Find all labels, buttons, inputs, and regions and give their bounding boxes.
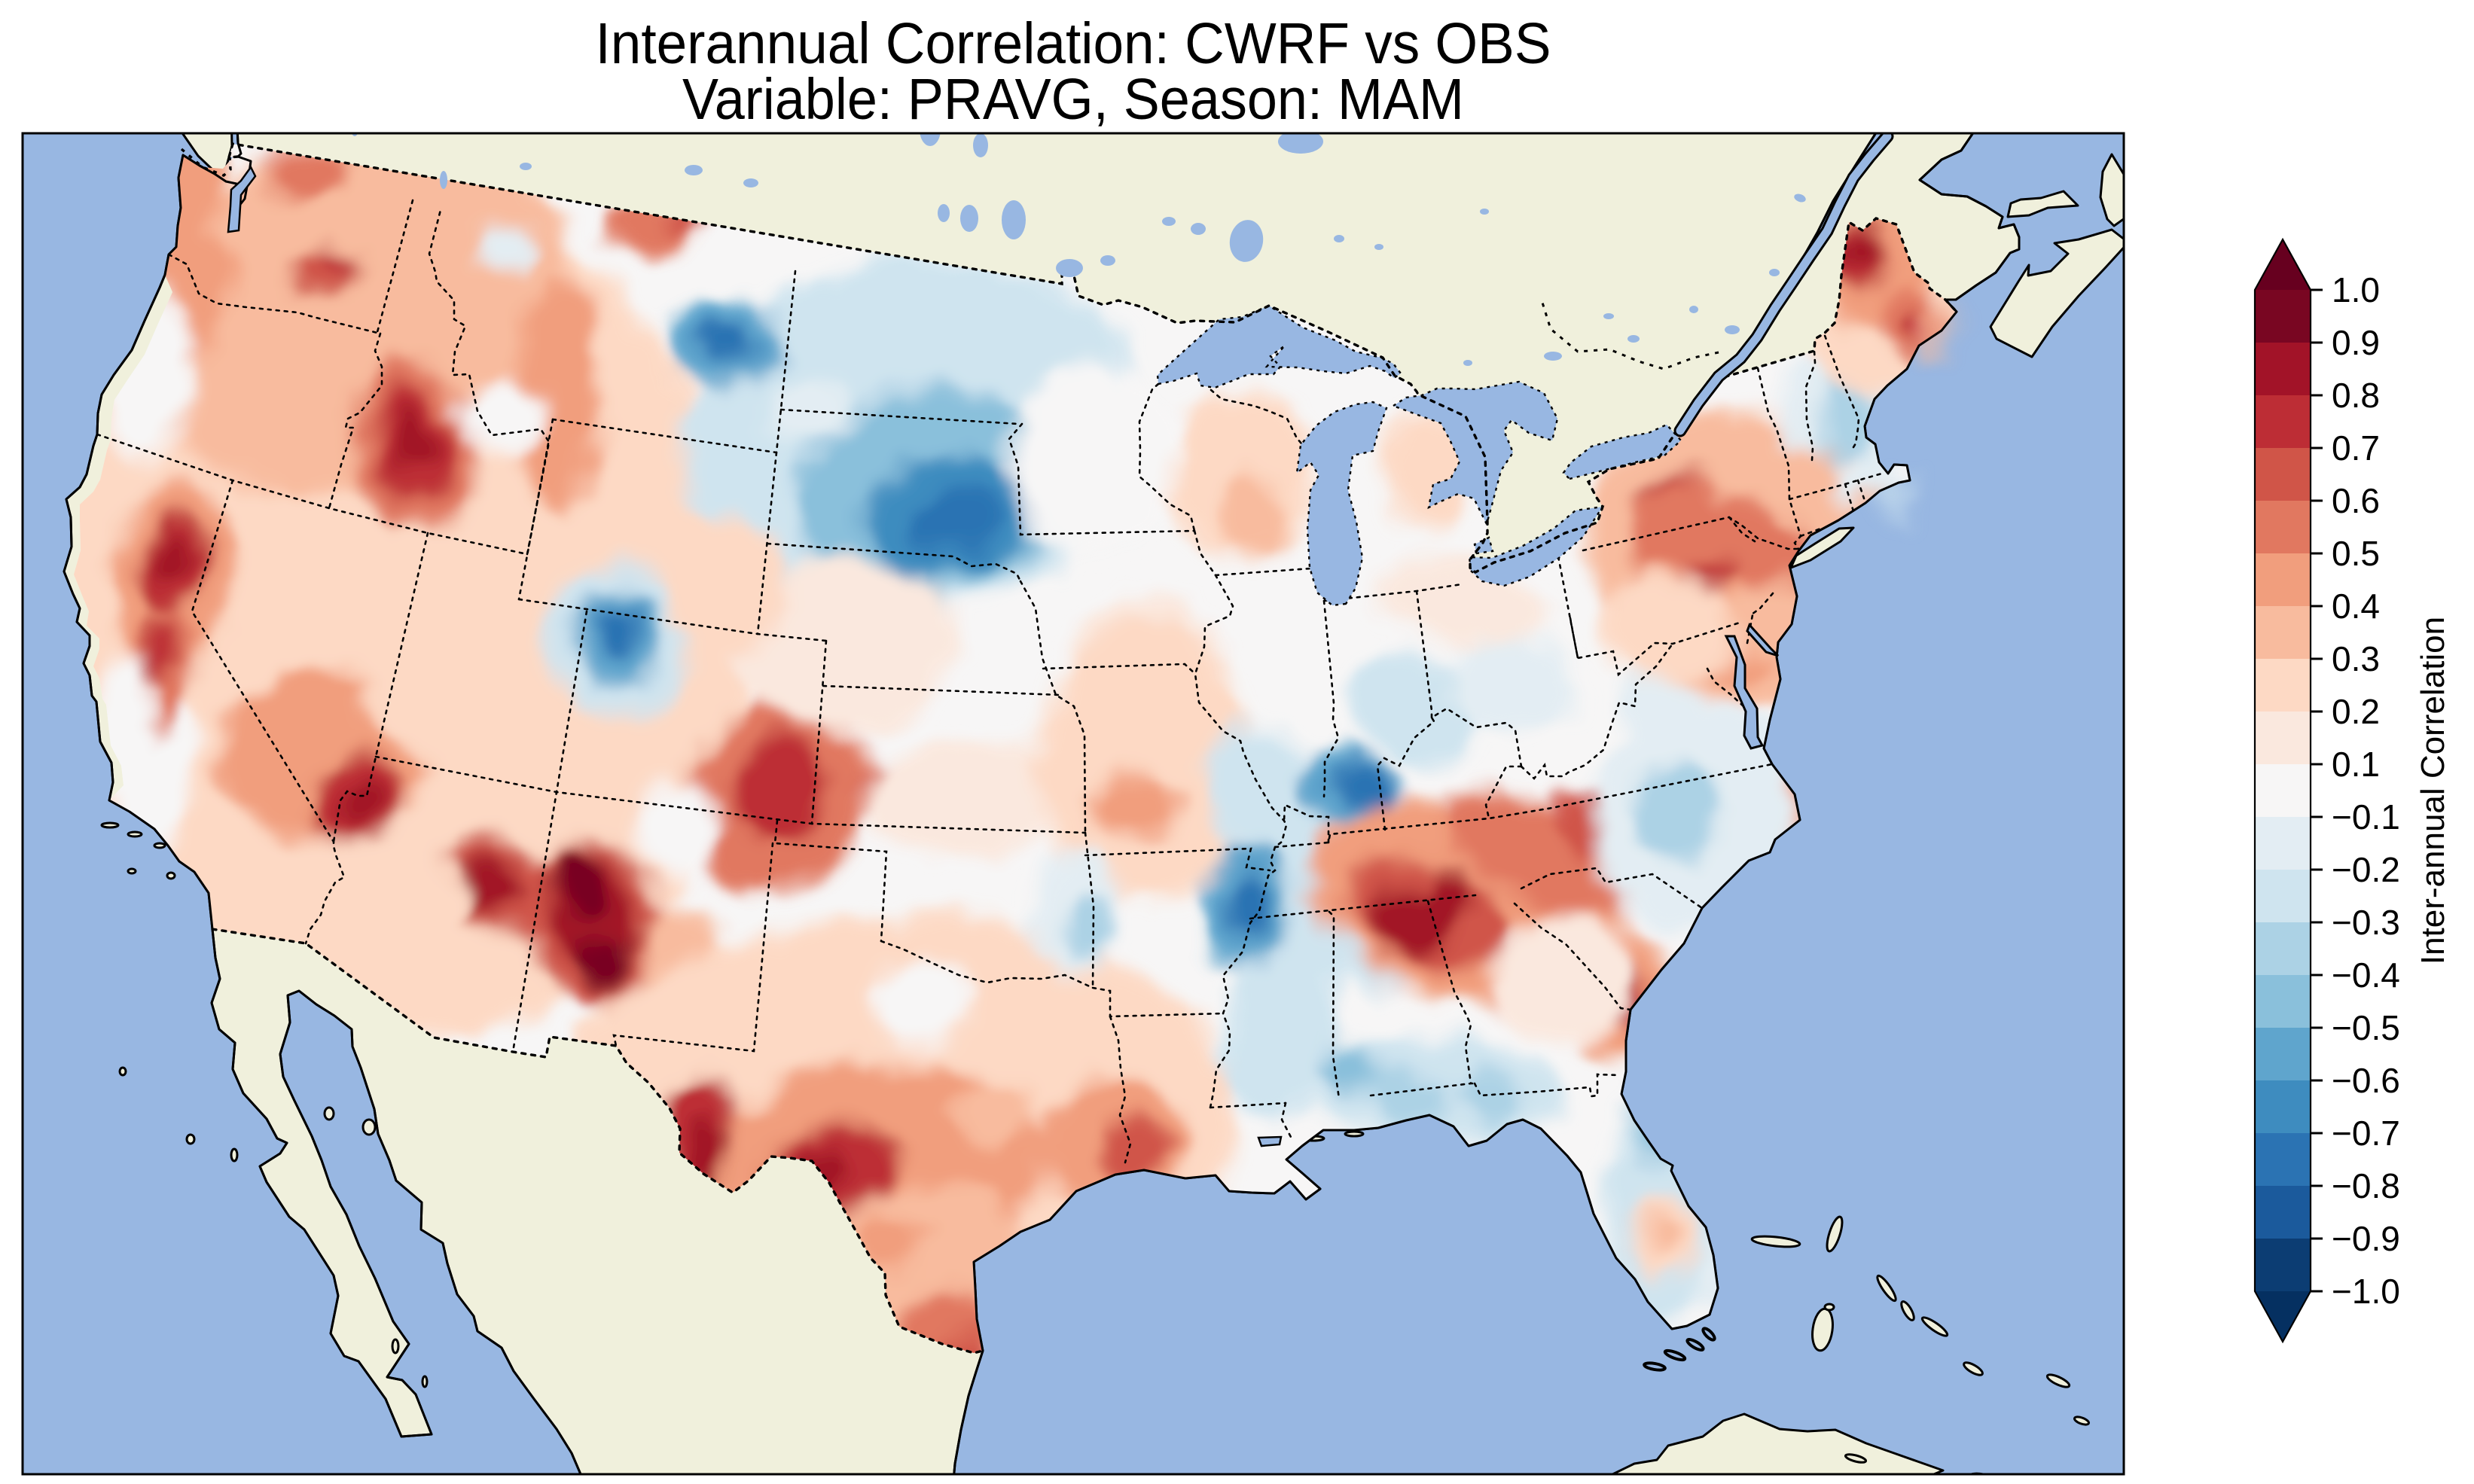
svg-text:0.5: 0.5 <box>2332 534 2380 573</box>
svg-text:0.4: 0.4 <box>2332 587 2380 626</box>
svg-text:0.2: 0.2 <box>2332 692 2380 731</box>
svg-text:0.9: 0.9 <box>2332 323 2380 362</box>
svg-text:−0.5: −0.5 <box>2332 1008 2400 1047</box>
svg-text:−0.8: −0.8 <box>2332 1166 2400 1205</box>
svg-text:−1.0: −1.0 <box>2332 1272 2400 1311</box>
svg-text:0.8: 0.8 <box>2332 376 2380 415</box>
svg-text:−0.2: −0.2 <box>2332 850 2400 889</box>
svg-text:0.7: 0.7 <box>2332 428 2380 468</box>
svg-text:Interannual Correlation: CWRF: Interannual Correlation: CWRF vs OBS <box>596 11 1551 76</box>
svg-text:−0.4: −0.4 <box>2332 955 2400 995</box>
svg-text:Inter-annual Correlation: Inter-annual Correlation <box>2415 617 2451 964</box>
svg-text:−0.9: −0.9 <box>2332 1219 2400 1258</box>
svg-text:−0.6: −0.6 <box>2332 1061 2400 1100</box>
svg-text:0.6: 0.6 <box>2332 481 2380 520</box>
svg-text:0.1: 0.1 <box>2332 745 2380 784</box>
svg-text:−0.7: −0.7 <box>2332 1114 2400 1153</box>
svg-text:0.3: 0.3 <box>2332 639 2380 678</box>
svg-text:−0.3: −0.3 <box>2332 903 2400 942</box>
svg-text:1.0: 1.0 <box>2332 270 2380 309</box>
svg-text:−0.1: −0.1 <box>2332 797 2400 836</box>
svg-text:Variable: PRAVG, Season: MAM: Variable: PRAVG, Season: MAM <box>682 67 1464 132</box>
